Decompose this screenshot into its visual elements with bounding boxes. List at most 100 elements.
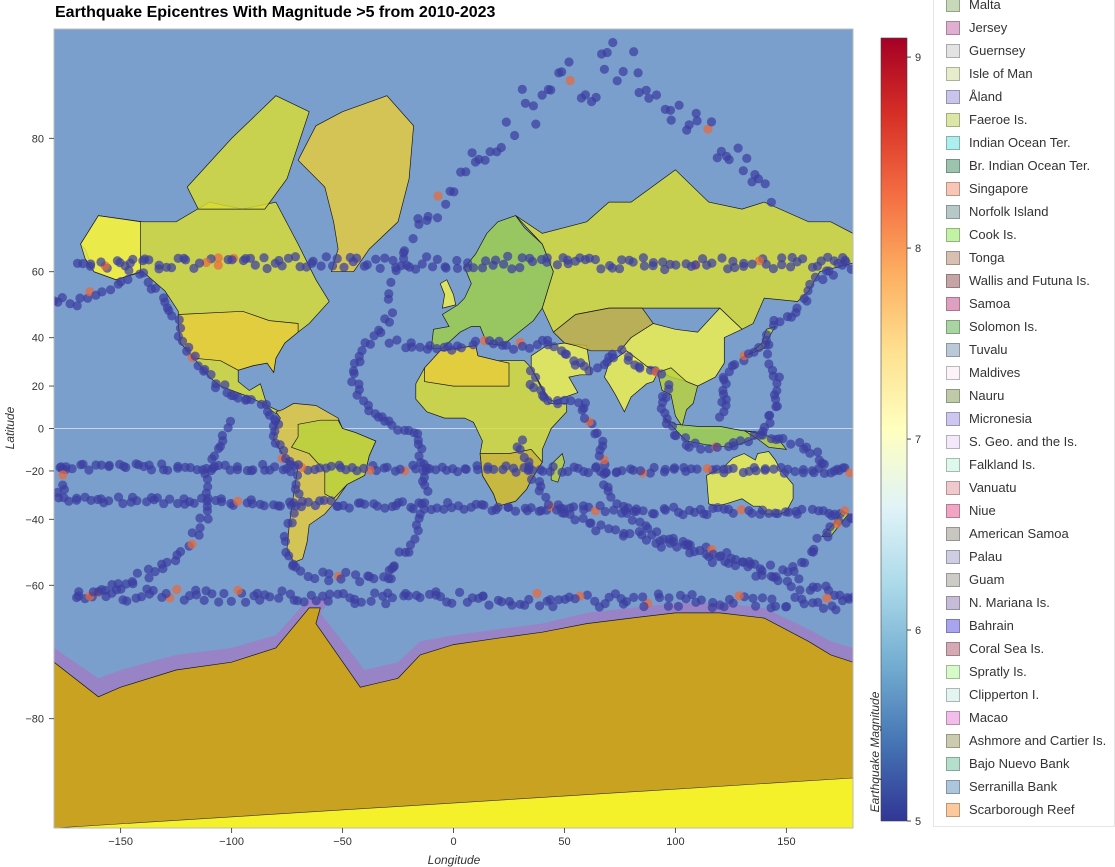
epicentre-point — [203, 514, 213, 524]
epicentre-point — [96, 257, 106, 267]
epicentre-point — [612, 76, 622, 86]
epicentre-point — [195, 523, 205, 533]
epicentre-point — [294, 489, 304, 499]
legend-swatch — [946, 181, 960, 196]
legend-item[interactable]: Coral Sea Is. — [946, 637, 1114, 660]
epicentre-point — [659, 467, 670, 477]
legend-label: Spratly Is. — [969, 664, 1027, 679]
legend-item[interactable]: Indian Ocean Ter. — [946, 131, 1114, 154]
legend-swatch — [946, 112, 960, 127]
epicentre-point — [828, 270, 839, 280]
legend-item[interactable]: Samoa — [946, 292, 1114, 315]
epicentre-point — [535, 601, 545, 611]
epicentre-point — [757, 566, 767, 576]
epicentre-point — [552, 260, 563, 270]
legend-item[interactable]: Br. Indian Ocean Ter. — [946, 154, 1114, 177]
epicentre-point — [161, 262, 171, 272]
legend-swatch — [946, 250, 960, 265]
epicentre-point — [767, 594, 777, 604]
legend-item[interactable]: Cook Is. — [946, 223, 1114, 246]
map-plot[interactable]: −150 −100 −50 0 50 100 150 80 60 40 20 0 −20 −40 −60 −… — [0, 0, 930, 867]
epicentre-point — [747, 508, 757, 518]
epicentre-point — [386, 574, 396, 584]
legend-item[interactable]: Guam — [946, 568, 1114, 591]
colorbar-tick-label: 8 — [915, 243, 921, 255]
legend-swatch — [946, 641, 960, 656]
epicentre-point — [840, 506, 850, 516]
legend-item[interactable]: Wallis and Futuna Is. — [946, 269, 1114, 292]
legend-label: Clipperton I. — [969, 687, 1040, 702]
legend-item[interactable]: Macao — [946, 706, 1114, 729]
legend-label: Coral Sea Is. — [969, 641, 1045, 656]
legend-item[interactable]: Isle of Man — [946, 62, 1114, 85]
epicentre-point — [765, 418, 775, 428]
epicentre-point — [209, 451, 219, 461]
legend-item[interactable]: Malta — [946, 0, 1114, 16]
legend-item[interactable]: Serranilla Bank — [946, 775, 1114, 798]
legend-item[interactable]: Niue — [946, 499, 1114, 522]
legend-item[interactable]: American Samoa — [946, 522, 1114, 545]
legend-item[interactable]: Clipperton I. — [946, 683, 1114, 706]
epicentre-point — [680, 433, 691, 443]
epicentre-point — [509, 130, 520, 141]
epicentre-point — [778, 433, 788, 444]
legend-item[interactable]: Bahrain — [946, 614, 1114, 637]
epicentre-point — [390, 466, 401, 476]
legend-item[interactable]: Bajo Nuevo Bank — [946, 752, 1114, 775]
epicentre-point — [415, 342, 425, 352]
legend-item[interactable]: Vanuatu — [946, 476, 1114, 499]
epicentre-point — [384, 289, 394, 299]
epicentre-point — [812, 582, 822, 593]
legend-item[interactable]: Falkland Is. — [946, 453, 1114, 476]
epicentre-point — [565, 75, 575, 86]
epicentre-point — [499, 259, 509, 269]
legend-item[interactable]: Ashmore and Cartier Is. — [946, 729, 1114, 752]
legend-item[interactable]: Nauru — [946, 384, 1114, 407]
epicentre-point — [371, 254, 381, 264]
legend-item[interactable]: N. Mariana Is. — [946, 591, 1114, 614]
epicentre-point — [187, 539, 197, 549]
epicentre-point — [484, 600, 494, 610]
legend-item[interactable]: Solomon Is. — [946, 315, 1114, 338]
epicentre-point — [658, 257, 668, 267]
epicentre-point — [283, 253, 294, 263]
legend-swatch — [946, 480, 960, 495]
epicentre-point — [473, 465, 483, 475]
epicentre-point — [766, 603, 776, 613]
epicentre-point — [592, 428, 602, 438]
epicentre-point — [481, 256, 491, 266]
legend-item[interactable]: Jersey — [946, 16, 1114, 39]
legend-item[interactable]: Åland — [946, 85, 1114, 108]
epicentre-point — [501, 340, 511, 350]
epicentre-point — [138, 256, 148, 266]
epicentre-point — [690, 438, 700, 448]
legend-item[interactable]: Norfolk Island — [946, 200, 1114, 223]
legend-item[interactable]: Faeroe Is. — [946, 108, 1114, 131]
epicentre-point — [568, 502, 579, 512]
epicentre-point — [167, 311, 177, 321]
land-europe — [430, 215, 554, 349]
epicentre-point — [290, 252, 300, 262]
epicentre-point — [515, 444, 525, 455]
epicentre-point — [531, 372, 541, 382]
legend-item[interactable]: Palau — [946, 545, 1114, 568]
legend-item[interactable]: Micronesia — [946, 407, 1114, 430]
legend-item[interactable]: Tonga — [946, 246, 1114, 269]
legend-item[interactable]: Maldives — [946, 361, 1114, 384]
colorbar-tick-label: 6 — [915, 625, 921, 637]
legend-item[interactable]: Singapore — [946, 177, 1114, 200]
legend-item[interactable]: Spratly Is. — [946, 660, 1114, 683]
epicentre-point — [333, 589, 343, 599]
epicentre-point — [639, 601, 649, 612]
epicentre-point — [579, 413, 590, 423]
legend-swatch — [946, 227, 960, 242]
epicentre-point — [189, 263, 199, 273]
legend-item[interactable]: Scarborough Reef — [946, 798, 1114, 821]
legend-label: Guernsey — [969, 43, 1026, 58]
legend-item[interactable]: Guernsey — [946, 39, 1114, 62]
epicentre-point — [75, 293, 85, 303]
legend-item[interactable]: Tuvalu — [946, 338, 1114, 361]
legend-item[interactable]: S. Geo. and the Is. — [946, 430, 1114, 453]
legend-swatch — [946, 43, 960, 58]
epicentre-point — [432, 213, 443, 223]
